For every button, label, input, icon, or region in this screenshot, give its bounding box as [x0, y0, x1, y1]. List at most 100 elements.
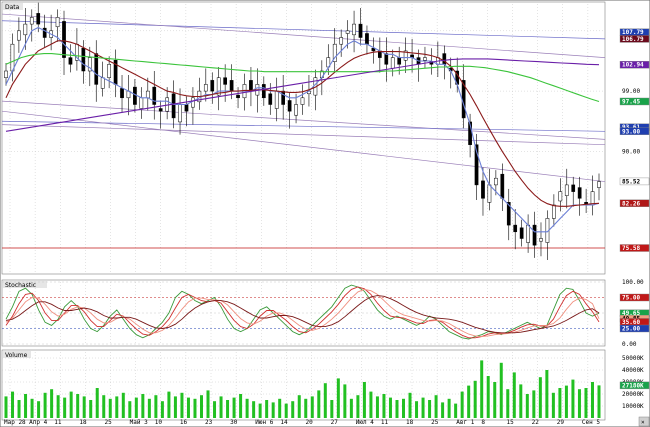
- candle-body: [261, 84, 266, 99]
- volume-bar: [50, 389, 54, 418]
- volume-bar: [37, 401, 41, 418]
- volume-bar: [447, 398, 451, 418]
- candle-body: [597, 181, 601, 188]
- price-tag: [619, 177, 650, 186]
- volume-bar: [271, 402, 275, 418]
- volume-bar: [108, 398, 112, 418]
- x-axis-label: Авг 1: [456, 419, 474, 426]
- candle-body: [171, 93, 176, 119]
- candle-body: [178, 104, 182, 123]
- x-axis-label: 25: [431, 419, 439, 426]
- stochastic-line: [5, 288, 600, 338]
- candle-body: [62, 21, 66, 58]
- candle-body: [423, 57, 427, 61]
- candle-body: [216, 77, 221, 96]
- trend-line: [1, 100, 606, 140]
- corner-button-label[interactable]: ×: [641, 419, 645, 426]
- volume-bar: [532, 390, 536, 418]
- volume-bar: [284, 403, 288, 418]
- price-tag-label: 82.26: [622, 200, 640, 207]
- candle-body: [133, 86, 137, 105]
- moving-average-line: [5, 58, 600, 132]
- volume-bar: [434, 395, 438, 418]
- candle-body: [365, 33, 369, 45]
- volume-bar: [193, 398, 197, 418]
- x-axis-label: 10: [155, 419, 163, 426]
- stochastic-panel-label-bg: [3, 281, 47, 288]
- volume-bar: [206, 390, 210, 418]
- x-axis-label: 22: [532, 419, 540, 426]
- candle-body: [564, 184, 569, 196]
- price-panel-label-bg: [3, 3, 23, 10]
- stoch-tag: [619, 324, 650, 333]
- x-axis-label: 29: [557, 419, 565, 426]
- volume-bar: [232, 397, 236, 418]
- volume-bar: [467, 385, 471, 418]
- x-axis-label: 18: [406, 419, 414, 426]
- volume-bar: [115, 396, 119, 418]
- volume-bar: [134, 397, 138, 418]
- x-axis-label: 11: [381, 419, 389, 426]
- volume-bar: [375, 396, 379, 418]
- candle-body: [577, 187, 582, 199]
- candle-body: [500, 173, 505, 199]
- candle-body: [203, 84, 208, 92]
- candle-body: [4, 70, 8, 78]
- volume-bar: [525, 394, 529, 418]
- volume-axis-tick: 10000K: [622, 403, 644, 410]
- x-axis-label: 14: [280, 419, 288, 426]
- candle-body: [371, 47, 376, 52]
- volume-bar: [43, 392, 47, 418]
- volume-bar: [265, 400, 269, 418]
- candle-body: [590, 191, 595, 206]
- stoch-axis-tick: 0.00: [622, 341, 637, 348]
- volume-bar: [336, 378, 340, 418]
- candle-body: [526, 224, 530, 243]
- volume-bar: [147, 398, 151, 418]
- candle-body: [23, 23, 28, 36]
- corner-button: [638, 416, 650, 427]
- candle-body: [345, 30, 350, 34]
- candle-body: [94, 53, 99, 85]
- volume-bar: [519, 384, 523, 418]
- candle-body: [287, 100, 292, 112]
- volume-bar: [460, 391, 464, 418]
- candle-body: [442, 53, 447, 65]
- volume-bar: [258, 403, 262, 418]
- volume-bar: [330, 400, 334, 418]
- volume-bar: [245, 398, 249, 418]
- volume-bar: [317, 390, 321, 418]
- price-tag-label: 106.79: [622, 36, 644, 43]
- moving-average-line: [5, 53, 600, 103]
- candle-body: [158, 108, 163, 112]
- volume-axis-tick: 40000K: [622, 367, 644, 374]
- stochastic-line: [5, 295, 600, 334]
- volume-bar: [4, 396, 8, 418]
- volume-bar: [226, 400, 230, 418]
- volume-bar: [571, 379, 575, 418]
- volume-bar: [506, 389, 510, 418]
- volume-bar: [141, 394, 145, 418]
- volume-bar: [473, 380, 477, 418]
- price-panel-label: Data: [5, 4, 20, 11]
- x-axis-label: 27: [331, 419, 339, 426]
- volume-bar: [11, 391, 15, 418]
- candle-body: [474, 144, 479, 186]
- volume-bar: [199, 395, 203, 418]
- volume-bar: [24, 394, 28, 418]
- volume-bar: [121, 392, 125, 418]
- stoch-axis-tick: 100.00: [622, 279, 644, 286]
- volume-bar: [558, 388, 562, 418]
- x-axis-label: 15: [507, 419, 515, 426]
- volume-bar: [323, 383, 327, 418]
- volume-bar: [421, 397, 425, 418]
- candle-body: [120, 88, 124, 99]
- candle-body: [229, 80, 234, 92]
- volume-bar: [304, 398, 308, 418]
- trend-line: [1, 110, 606, 182]
- candle-body: [571, 184, 576, 192]
- volume-bar: [597, 385, 601, 418]
- candle-body: [481, 180, 485, 199]
- volume-bar: [186, 397, 190, 418]
